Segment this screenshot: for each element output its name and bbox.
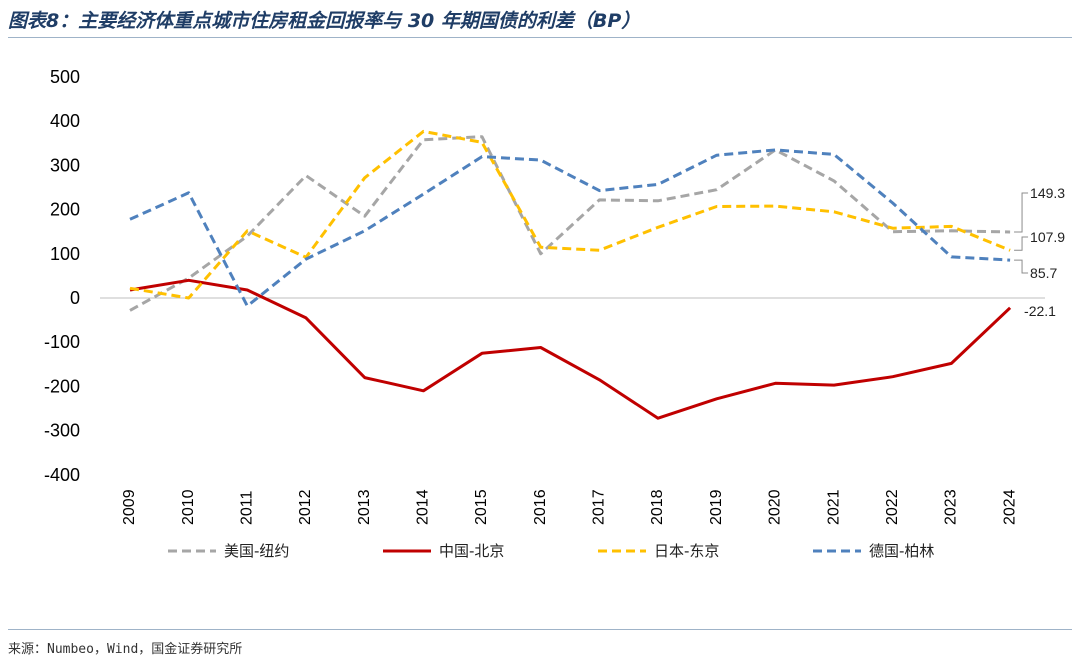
y-tick-label: 100: [50, 244, 80, 264]
x-axis-ticks: 2009 2010 2011 2012 2013 2014 2015 2016 2017 2018…: [121, 489, 1018, 525]
x-tick-label: 2010: [180, 489, 197, 525]
x-tick-label: 2013: [356, 489, 373, 525]
y-tick-label: -200: [44, 376, 80, 396]
x-tick-label: 2015: [473, 489, 490, 525]
series-line: [130, 131, 1010, 298]
y-tick-label: -100: [44, 332, 80, 352]
annotation-label: 149.3: [1030, 185, 1065, 201]
legend: 美国-纽约 中国-北京 日本-东京 德国-柏林: [168, 542, 934, 560]
x-tick-label: 2023: [943, 489, 960, 525]
legend-label: 日本-东京: [654, 542, 719, 560]
y-axis-ticks: 500 400 300 200 100 0 -100 -200 -300 -400: [44, 67, 80, 485]
x-tick-label: 2022: [884, 489, 901, 525]
x-tick-label: 2021: [825, 489, 842, 525]
x-tick-label: 2020: [767, 489, 784, 525]
y-tick-label: 400: [50, 111, 80, 131]
annotation-label: -22.1: [1024, 303, 1056, 319]
annotation-leader: [1014, 237, 1028, 250]
x-tick-label: 2016: [532, 489, 549, 525]
legend-label: 中国-北京: [439, 542, 504, 560]
annotation-label: 107.9: [1030, 229, 1065, 245]
x-tick-label: 2009: [121, 489, 138, 525]
source-note: 来源：Numbeo，Wind，国金证券研究所: [8, 638, 242, 657]
annotation-leader: [1014, 193, 1028, 232]
legend-label: 美国-纽约: [224, 542, 289, 560]
series-line: [130, 280, 1010, 418]
x-tick-label: 2024: [1001, 489, 1018, 525]
x-tick-label: 2011: [239, 490, 256, 525]
x-tick-label: 2014: [415, 489, 432, 525]
y-tick-label: 0: [70, 288, 80, 308]
x-tick-label: 2012: [297, 489, 314, 525]
x-tick-label: 2019: [708, 489, 725, 525]
annotation-label: 85.7: [1030, 265, 1057, 281]
series-lines: [129, 130, 1012, 420]
y-tick-label: 200: [50, 200, 80, 220]
y-tick-label: -400: [44, 465, 80, 485]
y-tick-label: 300: [50, 155, 80, 175]
line-chart: 500 400 300 200 100 0 -100 -200 -300 -400 2009 201…: [0, 0, 1080, 600]
y-tick-label: -300: [44, 421, 80, 441]
bottom-rule: [8, 629, 1072, 630]
legend-label: 德国-柏林: [869, 542, 934, 560]
x-tick-label: 2017: [591, 489, 608, 525]
end-annotations: 149.3 107.9 85.7 -22.1: [1014, 185, 1065, 319]
x-tick-label: 2018: [649, 489, 666, 525]
y-tick-label: 500: [50, 67, 80, 87]
annotation-leader: [1014, 260, 1028, 273]
